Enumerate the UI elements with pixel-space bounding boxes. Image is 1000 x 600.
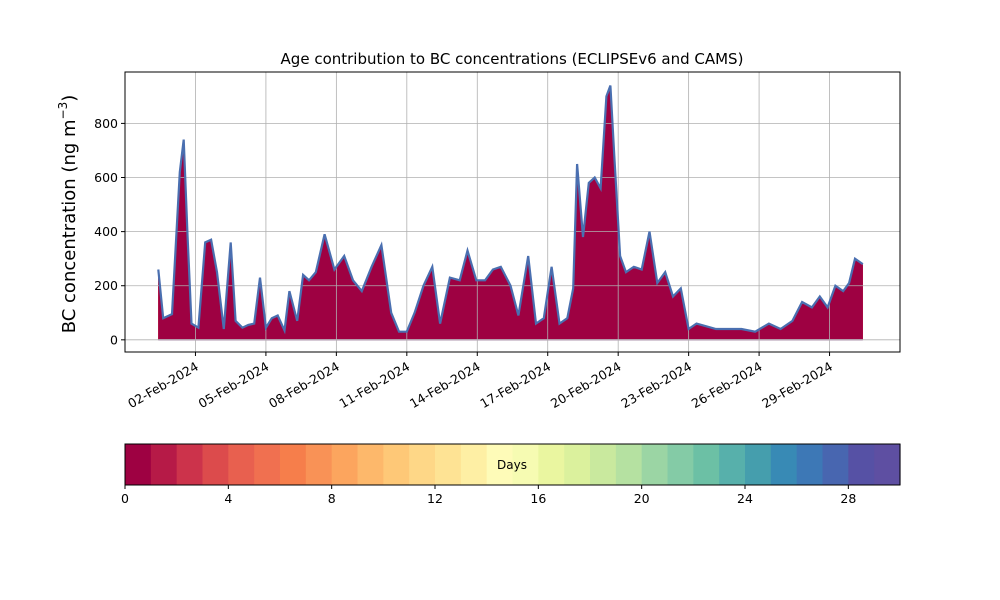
svg-text:BC concentration (ng m−3): BC concentration (ng m−3)	[56, 95, 80, 334]
colorbar-swatch-20	[641, 444, 669, 485]
colorbar-swatch-5	[254, 444, 281, 485]
y-tick-label: 600	[94, 170, 118, 185]
y-tick-label: 800	[94, 116, 118, 131]
colorbar-swatch-22	[693, 444, 720, 485]
x-tick-label: 26-Feb-2024	[689, 359, 765, 411]
y-tick-label: 200	[94, 278, 118, 293]
colorbar-swatch-4	[228, 444, 255, 485]
grid-lines	[125, 72, 900, 352]
x-axis-ticks: 02-Feb-202405-Feb-202408-Feb-202411-Feb-…	[125, 352, 835, 411]
colorbar-tick-label: 28	[840, 491, 856, 506]
colorbar-swatch-2	[176, 444, 204, 485]
plot-frame	[124, 71, 901, 353]
x-tick-label: 08-Feb-2024	[266, 359, 342, 411]
colorbar-swatch-29	[874, 444, 901, 485]
y-axis-label: BC concentration (ng m−3)	[56, 95, 80, 334]
colorbar-tick-label: 20	[634, 491, 650, 506]
age-layer-0	[158, 85, 863, 340]
x-tick-label: 05-Feb-2024	[196, 359, 272, 411]
colorbar-swatch-12	[435, 444, 462, 485]
colorbar-swatch-16	[538, 444, 565, 485]
colorbar-swatch-0	[125, 444, 152, 485]
colorbar-swatch-17	[564, 444, 591, 485]
x-tick-label: 14-Feb-2024	[407, 359, 483, 411]
total-concentration-line	[157, 85, 864, 335]
y-axis-label-text: BC concentration (ng m	[59, 119, 80, 333]
colorbar-swatch-7	[305, 444, 333, 485]
x-tick-label: 17-Feb-2024	[477, 359, 553, 411]
colorbar-swatch-25	[770, 444, 798, 485]
colorbar-swatch-3	[202, 444, 229, 485]
colorbar-swatch-10	[383, 444, 410, 485]
x-tick-label: 02-Feb-2024	[125, 359, 201, 411]
colorbar-swatch-13	[460, 444, 488, 485]
colorbar-swatch-27	[822, 444, 849, 485]
colorbar-swatch-9	[357, 444, 384, 485]
colorbar-swatch-11	[409, 444, 436, 485]
colorbar-tick-label: 4	[224, 491, 232, 506]
y-tick-label: 400	[94, 224, 118, 239]
x-tick-label: 11-Feb-2024	[337, 359, 413, 411]
colorbar-label: Days	[497, 458, 527, 472]
colorbar-swatch-8	[331, 444, 359, 485]
colorbar-tick-label: 16	[530, 491, 546, 506]
colorbar-swatch-18	[590, 444, 617, 485]
age-layers	[158, 85, 863, 341]
colorbar-tick-label: 24	[737, 491, 753, 506]
colorbar-frame	[124, 443, 901, 486]
colorbar-swatch-21	[667, 444, 694, 485]
y-tick-label: 0	[110, 332, 118, 347]
colorbar-swatch-24	[745, 444, 772, 485]
colorbar-tick-label: 12	[427, 491, 443, 506]
colorbar-swatch-14	[486, 444, 514, 485]
x-tick-label: 29-Feb-2024	[759, 359, 835, 411]
colorbar-swatch-15	[512, 444, 539, 485]
colorbar-swatch-26	[796, 444, 824, 485]
y-axis-ticks: 0 200 400 600 800	[94, 116, 125, 347]
colorbar-swatch-28	[848, 444, 875, 485]
colorbar-swatch-6	[280, 444, 307, 485]
x-tick-label: 20-Feb-2024	[548, 359, 624, 411]
colorbar	[125, 444, 901, 485]
colorbar-ticks: 0 4 8 12 16 20 24 28	[121, 485, 856, 506]
colorbar-swatch-1	[150, 444, 178, 485]
colorbar-swatch-19	[615, 444, 643, 485]
colorbar-tick-label: 0	[121, 491, 129, 506]
y-axis-label-close: )	[59, 95, 80, 102]
colorbar-tick-label: 8	[328, 491, 336, 506]
colorbar-swatch-23	[719, 444, 746, 485]
x-tick-label: 23-Feb-2024	[618, 359, 694, 411]
y-axis-label-exponent: −3	[56, 102, 70, 120]
chart-title: Age contribution to BC concentrations (E…	[281, 50, 744, 68]
